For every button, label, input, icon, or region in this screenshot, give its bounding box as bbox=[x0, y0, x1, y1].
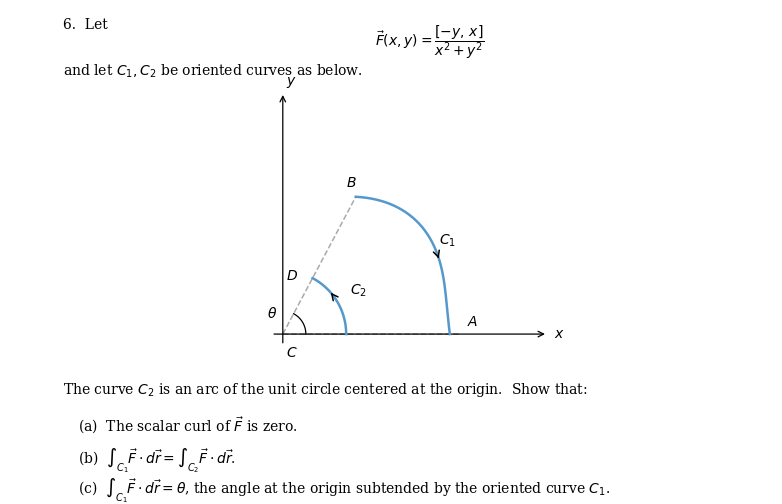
Text: 6.  Let: 6. Let bbox=[63, 18, 107, 32]
Text: $x$: $x$ bbox=[554, 327, 564, 341]
Text: $C_2$: $C_2$ bbox=[350, 283, 367, 299]
Text: and let $C_1, C_2$ be oriented curves as below.: and let $C_1, C_2$ be oriented curves as… bbox=[63, 63, 362, 81]
Text: $A$: $A$ bbox=[467, 316, 479, 330]
Text: $C$: $C$ bbox=[286, 346, 298, 359]
Text: (c)  $\int_{C_1} \vec{F} \cdot d\vec{r} = \theta$, the angle at the origin subte: (c) $\int_{C_1} \vec{F} \cdot d\vec{r} =… bbox=[78, 476, 611, 504]
Text: (b)  $\int_{C_1} \vec{F} \cdot d\vec{r} = \int_{C_2} \vec{F} \cdot d\vec{r}$.: (b) $\int_{C_1} \vec{F} \cdot d\vec{r} =… bbox=[78, 446, 236, 475]
Text: The curve $C_2$ is an arc of the unit circle centered at the origin.  Show that:: The curve $C_2$ is an arc of the unit ci… bbox=[63, 381, 587, 399]
Text: $\vec{F}(x,y) = \dfrac{[-y,\, x]}{x^2 + y^2}$: $\vec{F}(x,y) = \dfrac{[-y,\, x]}{x^2 + … bbox=[375, 23, 485, 60]
Text: (a)  The scalar curl of $\vec{F}$ is zero.: (a) The scalar curl of $\vec{F}$ is zero… bbox=[78, 416, 298, 436]
Text: $y$: $y$ bbox=[286, 75, 297, 90]
Text: $B$: $B$ bbox=[346, 176, 357, 190]
Text: $D$: $D$ bbox=[285, 269, 298, 283]
Text: $\theta$: $\theta$ bbox=[267, 306, 277, 321]
Text: $C_1$: $C_1$ bbox=[439, 233, 457, 249]
